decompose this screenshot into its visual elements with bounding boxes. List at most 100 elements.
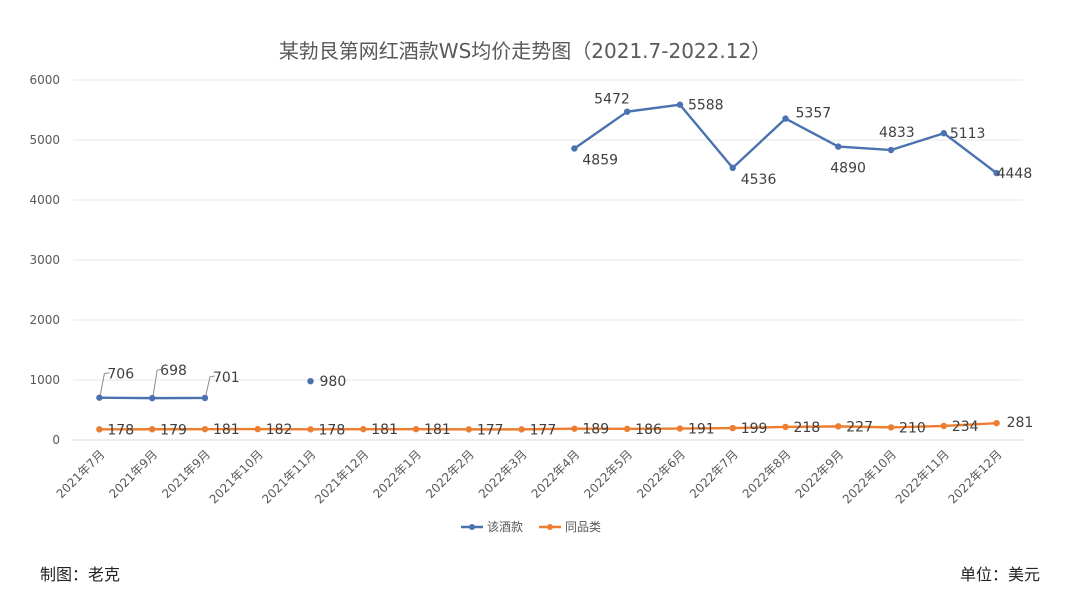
data-point	[623, 108, 631, 115]
data-point	[835, 143, 842, 150]
data-label: 5113	[950, 126, 986, 142]
y-tick-label: 5000	[29, 133, 60, 147]
data-label: 181	[424, 422, 451, 438]
legend: 该酒款 同品类	[461, 520, 601, 534]
data-point	[782, 423, 789, 431]
data-point	[729, 424, 736, 432]
data-point	[571, 425, 578, 432]
data-point	[96, 394, 103, 401]
legend-marker	[469, 524, 475, 530]
x-tick-label: 2022年2月	[423, 447, 477, 501]
x-tick-label: 2022年11月	[893, 447, 952, 506]
y-axis: 0 1000 2000 3000 4000 5000 6000	[29, 73, 60, 447]
data-point	[993, 419, 1000, 427]
data-label: 4536	[741, 172, 777, 188]
x-tick-label: 2022年7月	[687, 447, 741, 501]
data-point	[465, 426, 473, 433]
data-label: 698	[160, 363, 187, 379]
data-label: 701	[213, 370, 240, 386]
x-tick-label: 2021年11月	[259, 447, 318, 506]
data-point	[148, 394, 156, 402]
y-tick-label: 6000	[29, 73, 60, 87]
legend-label: 该酒款	[487, 520, 523, 534]
data-point	[307, 378, 314, 385]
footer-unit: 单位：美元	[959, 565, 1040, 584]
data-point	[782, 115, 789, 122]
chart-title: 某勃艮第网红酒款WS均价走势图（2021.7-2022.12）	[279, 39, 771, 63]
data-point	[940, 422, 948, 430]
leader-line	[99, 372, 110, 395]
data-label: 181	[371, 422, 398, 438]
series-1	[96, 101, 1000, 402]
data-label: 5588	[688, 98, 724, 114]
x-tick-label: 2021年10月	[207, 447, 266, 506]
x-tick-label: 2022年12月	[945, 447, 1004, 506]
data-point	[887, 146, 895, 154]
data-point	[676, 101, 684, 108]
footer-credit: 制图：老克	[40, 565, 121, 584]
x-tick-label: 2021年9月	[159, 447, 213, 501]
data-point	[201, 394, 209, 402]
x-tick-label: 2022年1月	[370, 447, 424, 501]
legend-item-1: 该酒款	[461, 520, 523, 534]
data-point	[729, 164, 736, 172]
data-label: 199	[741, 421, 768, 437]
legend-label: 同品类	[565, 520, 601, 534]
data-point	[940, 130, 948, 137]
data-label: 706	[107, 367, 134, 383]
series-line	[99, 421, 997, 431]
data-label: 4448	[997, 166, 1033, 182]
grid	[73, 79, 1023, 441]
data-point	[148, 426, 156, 433]
x-tick-label: 2022年8月	[740, 447, 794, 501]
series	[96, 101, 1000, 433]
y-tick-label: 3000	[29, 253, 60, 267]
y-tick-label: 2000	[29, 313, 60, 327]
data-point	[201, 425, 209, 433]
y-tick-label: 4000	[29, 193, 60, 207]
data-label: 177	[530, 422, 557, 438]
data-label: 227	[846, 419, 873, 435]
x-tick-label: 2022年10月	[840, 447, 899, 506]
series-line	[573, 103, 998, 175]
data-label: 182	[266, 422, 293, 438]
x-axis: 2021年7月2021年9月2021年9月2021年10月2021年11月202…	[54, 447, 1005, 506]
data-point	[518, 426, 525, 433]
x-tick-label: 2021年12月	[312, 447, 371, 506]
data-point	[412, 425, 420, 433]
data-label: 177	[477, 422, 504, 438]
series-2	[96, 419, 1000, 433]
data-label: 4890	[830, 161, 866, 177]
data-label: 178	[319, 422, 346, 438]
x-tick-label: 2022年5月	[581, 447, 635, 501]
data-point	[835, 423, 842, 430]
data-label: 5472	[594, 92, 630, 108]
legend-marker	[547, 524, 553, 530]
data-label: 181	[213, 422, 240, 438]
data-label: 234	[952, 419, 979, 435]
y-tick-label: 1000	[29, 373, 60, 387]
x-tick-label: 2022年3月	[476, 447, 530, 501]
data-label: 281	[1007, 415, 1034, 431]
data-label: 980	[320, 374, 347, 390]
x-tick-label: 2022年9月	[793, 447, 847, 501]
data-point	[254, 425, 261, 433]
data-point	[571, 145, 578, 152]
x-tick-label: 2021年7月	[54, 447, 108, 501]
x-tick-label: 2022年4月	[529, 447, 583, 501]
data-point	[307, 426, 314, 433]
x-tick-label: 2022年6月	[634, 447, 688, 501]
data-point	[96, 426, 103, 433]
data-label: 4833	[879, 125, 915, 141]
data-label: 179	[160, 422, 187, 438]
leader-line	[152, 368, 163, 396]
x-tick-label: 2021年9月	[106, 447, 160, 501]
data-label: 186	[635, 422, 662, 438]
y-tick-label: 0	[52, 433, 60, 447]
data-label: 4859	[582, 152, 618, 168]
data-point	[887, 424, 895, 431]
data-label: 210	[899, 420, 926, 436]
data-point	[623, 425, 631, 433]
data-point	[360, 425, 367, 433]
